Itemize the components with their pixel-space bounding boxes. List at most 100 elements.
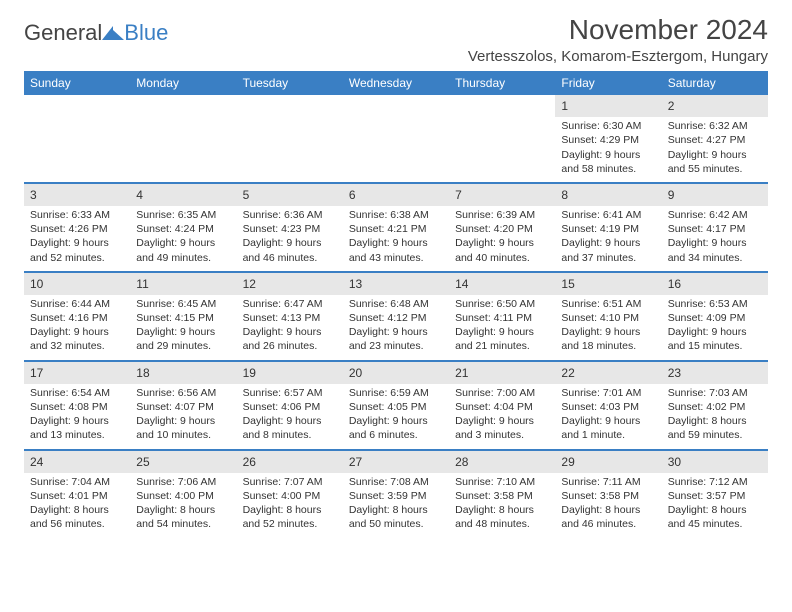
- sunset-text: Sunset: 3:58 PM: [561, 489, 655, 503]
- daylight-text: Daylight: 9 hours and 13 minutes.: [30, 414, 124, 442]
- sunset-text: Sunset: 4:02 PM: [668, 400, 762, 414]
- sunrise-text: Sunrise: 6:44 AM: [30, 297, 124, 311]
- sunset-text: Sunset: 4:27 PM: [668, 133, 762, 147]
- sunset-text: Sunset: 4:04 PM: [455, 400, 549, 414]
- sunrise-text: Sunrise: 6:56 AM: [136, 386, 230, 400]
- dayhead-monday: Monday: [130, 71, 236, 95]
- day-cell: 26Sunrise: 7:07 AMSunset: 4:00 PMDayligh…: [237, 450, 343, 538]
- day-cell: 12Sunrise: 6:47 AMSunset: 4:13 PMDayligh…: [237, 272, 343, 361]
- sunrise-text: Sunrise: 6:54 AM: [30, 386, 124, 400]
- day-cell: 8Sunrise: 6:41 AMSunset: 4:19 PMDaylight…: [555, 183, 661, 272]
- day-cell: 28Sunrise: 7:10 AMSunset: 3:58 PMDayligh…: [449, 450, 555, 538]
- sunrise-text: Sunrise: 6:51 AM: [561, 297, 655, 311]
- daylight-text: Daylight: 9 hours and 37 minutes.: [561, 236, 655, 264]
- sunrise-text: Sunrise: 6:39 AM: [455, 208, 549, 222]
- day-cell: 2Sunrise: 6:32 AMSunset: 4:27 PMDaylight…: [662, 95, 768, 183]
- day-number: 10: [24, 273, 130, 295]
- daylight-text: Daylight: 9 hours and 58 minutes.: [561, 148, 655, 176]
- daylight-text: Daylight: 9 hours and 43 minutes.: [349, 236, 443, 264]
- sunrise-text: Sunrise: 7:03 AM: [668, 386, 762, 400]
- daylight-text: Daylight: 9 hours and 6 minutes.: [349, 414, 443, 442]
- day-number: 12: [237, 273, 343, 295]
- daylight-text: Daylight: 8 hours and 52 minutes.: [243, 503, 337, 531]
- day-header-row: Sunday Monday Tuesday Wednesday Thursday…: [24, 71, 768, 95]
- sunset-text: Sunset: 4:11 PM: [455, 311, 549, 325]
- daylight-text: Daylight: 9 hours and 26 minutes.: [243, 325, 337, 353]
- day-cell: [130, 95, 236, 183]
- daylight-text: Daylight: 9 hours and 46 minutes.: [243, 236, 337, 264]
- day-number: 18: [130, 362, 236, 384]
- location-text: Vertesszolos, Komarom-Esztergom, Hungary: [468, 48, 768, 65]
- sunrise-text: Sunrise: 7:00 AM: [455, 386, 549, 400]
- title-block: November 2024 Vertesszolos, Komarom-Eszt…: [468, 14, 768, 65]
- day-number: 7: [449, 184, 555, 206]
- day-number: 15: [555, 273, 661, 295]
- sunrise-text: Sunrise: 7:06 AM: [136, 475, 230, 489]
- sunrise-text: Sunrise: 7:01 AM: [561, 386, 655, 400]
- dayhead-friday: Friday: [555, 71, 661, 95]
- day-cell: 18Sunrise: 6:56 AMSunset: 4:07 PMDayligh…: [130, 361, 236, 450]
- day-cell: 15Sunrise: 6:51 AMSunset: 4:10 PMDayligh…: [555, 272, 661, 361]
- sunrise-text: Sunrise: 6:48 AM: [349, 297, 443, 311]
- sunrise-text: Sunrise: 6:50 AM: [455, 297, 549, 311]
- day-number: 6: [343, 184, 449, 206]
- daylight-text: Daylight: 9 hours and 29 minutes.: [136, 325, 230, 353]
- sunset-text: Sunset: 4:15 PM: [136, 311, 230, 325]
- day-number: 13: [343, 273, 449, 295]
- sunrise-text: Sunrise: 6:36 AM: [243, 208, 337, 222]
- day-cell: 4Sunrise: 6:35 AMSunset: 4:24 PMDaylight…: [130, 183, 236, 272]
- day-number: 3: [24, 184, 130, 206]
- week-row: 3Sunrise: 6:33 AMSunset: 4:26 PMDaylight…: [24, 183, 768, 272]
- sunrise-text: Sunrise: 7:04 AM: [30, 475, 124, 489]
- day-number: 19: [237, 362, 343, 384]
- sunset-text: Sunset: 4:00 PM: [136, 489, 230, 503]
- day-cell: 1Sunrise: 6:30 AMSunset: 4:29 PMDaylight…: [555, 95, 661, 183]
- dayhead-sunday: Sunday: [24, 71, 130, 95]
- sunset-text: Sunset: 4:09 PM: [668, 311, 762, 325]
- logo-text-general: General: [24, 20, 102, 46]
- day-cell: 30Sunrise: 7:12 AMSunset: 3:57 PMDayligh…: [662, 450, 768, 538]
- day-number: 25: [130, 451, 236, 473]
- dayhead-thursday: Thursday: [449, 71, 555, 95]
- day-number: 24: [24, 451, 130, 473]
- day-cell: 27Sunrise: 7:08 AMSunset: 3:59 PMDayligh…: [343, 450, 449, 538]
- sunset-text: Sunset: 4:19 PM: [561, 222, 655, 236]
- day-cell: 7Sunrise: 6:39 AMSunset: 4:20 PMDaylight…: [449, 183, 555, 272]
- sunrise-text: Sunrise: 6:41 AM: [561, 208, 655, 222]
- daylight-text: Daylight: 8 hours and 56 minutes.: [30, 503, 124, 531]
- day-number: 11: [130, 273, 236, 295]
- day-cell: 9Sunrise: 6:42 AMSunset: 4:17 PMDaylight…: [662, 183, 768, 272]
- day-cell: 21Sunrise: 7:00 AMSunset: 4:04 PMDayligh…: [449, 361, 555, 450]
- day-number: 1: [555, 95, 661, 117]
- dayhead-wednesday: Wednesday: [343, 71, 449, 95]
- sunrise-text: Sunrise: 7:10 AM: [455, 475, 549, 489]
- daylight-text: Daylight: 8 hours and 54 minutes.: [136, 503, 230, 531]
- sunset-text: Sunset: 4:23 PM: [243, 222, 337, 236]
- sunset-text: Sunset: 4:17 PM: [668, 222, 762, 236]
- sunset-text: Sunset: 3:59 PM: [349, 489, 443, 503]
- day-cell: 29Sunrise: 7:11 AMSunset: 3:58 PMDayligh…: [555, 450, 661, 538]
- sunset-text: Sunset: 4:03 PM: [561, 400, 655, 414]
- sunrise-text: Sunrise: 6:33 AM: [30, 208, 124, 222]
- month-title: November 2024: [468, 14, 768, 46]
- day-number: 17: [24, 362, 130, 384]
- sunset-text: Sunset: 4:00 PM: [243, 489, 337, 503]
- header: General Blue November 2024 Vertesszolos,…: [24, 14, 768, 65]
- logo: General Blue: [24, 20, 168, 46]
- calendar-table: Sunday Monday Tuesday Wednesday Thursday…: [24, 71, 768, 537]
- day-number: 29: [555, 451, 661, 473]
- day-cell: 6Sunrise: 6:38 AMSunset: 4:21 PMDaylight…: [343, 183, 449, 272]
- daylight-text: Daylight: 9 hours and 52 minutes.: [30, 236, 124, 264]
- day-number: 21: [449, 362, 555, 384]
- daylight-text: Daylight: 8 hours and 48 minutes.: [455, 503, 549, 531]
- day-cell: 19Sunrise: 6:57 AMSunset: 4:06 PMDayligh…: [237, 361, 343, 450]
- sunset-text: Sunset: 4:21 PM: [349, 222, 443, 236]
- day-cell: 3Sunrise: 6:33 AMSunset: 4:26 PMDaylight…: [24, 183, 130, 272]
- sunset-text: Sunset: 4:07 PM: [136, 400, 230, 414]
- day-number: 2: [662, 95, 768, 117]
- logo-text-blue: Blue: [124, 20, 168, 46]
- day-number: 22: [555, 362, 661, 384]
- sunrise-text: Sunrise: 7:07 AM: [243, 475, 337, 489]
- day-cell: [237, 95, 343, 183]
- logo-triangle-icon: [102, 24, 124, 40]
